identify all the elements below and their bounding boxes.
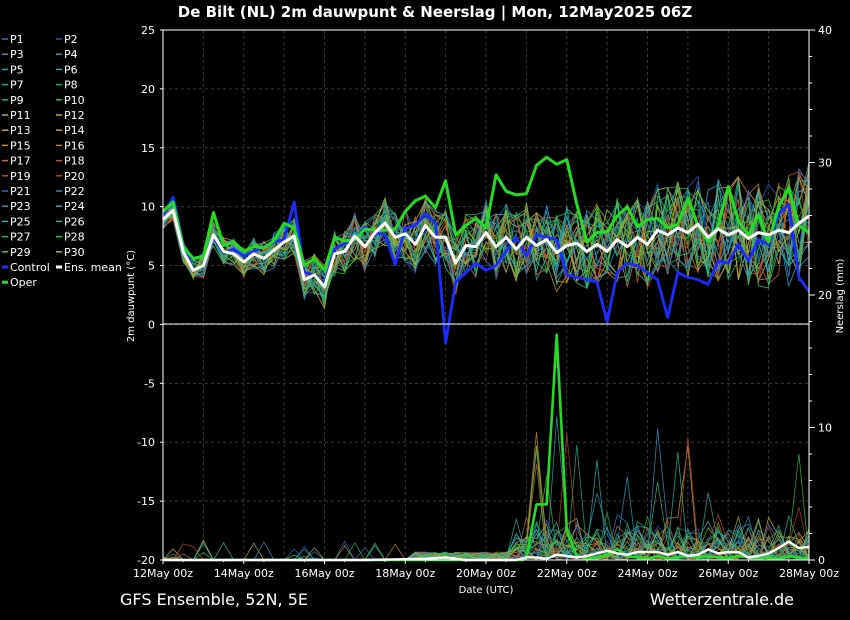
x-tick-label: 20May 00z [456, 567, 516, 580]
y-left-tick-label: 10 [141, 201, 155, 214]
legend-label: P14 [64, 124, 85, 137]
plot-area [161, 29, 811, 562]
legend-label: P4 [64, 48, 78, 61]
x-tick-label: 14May 00z [214, 567, 274, 580]
y-right-tick-label: 20 [818, 289, 832, 302]
y-left-tick-label: 0 [148, 318, 155, 331]
footer-brand: Wetterzentrale.de [650, 590, 794, 609]
y-right-tick-label: 0 [818, 554, 825, 567]
legend-label: P26 [64, 215, 85, 228]
legend-label: P8 [64, 79, 78, 92]
legend-label: P29 [10, 246, 31, 259]
y-left-tick-label: 5 [148, 260, 155, 273]
y-axis-right-ticks: 40 30 20 10 0 [809, 24, 832, 567]
y-axis-right-label: Neerslag (mm) [835, 258, 846, 333]
member-line-P28 [162, 176, 810, 296]
y-right-tick-label: 40 [818, 24, 832, 37]
y-left-tick-label: -20 [137, 554, 155, 567]
legend-label: P16 [64, 139, 85, 152]
legend-label: P5 [10, 63, 24, 76]
legend-label: P2 [64, 33, 78, 46]
legend: P1 P2 P3 P4 P5 P6 P7 P8 P9 P10 P11 P12 P13 P14 P15 P16 P… [2, 33, 122, 289]
legend-label: P18 [64, 155, 85, 168]
x-axis-label: Date (UTC) [459, 585, 514, 596]
member-line-P11 [162, 171, 810, 300]
main-series-lines [161, 155, 811, 562]
legend-label: Control [10, 261, 50, 274]
legend-label: P11 [10, 109, 31, 122]
y-left-tick-label: 15 [141, 142, 155, 155]
x-axis-ticks: 12May 00z 14May 00z 16May 00z 18May 00z 20Ma… [133, 560, 839, 580]
legend-label: P20 [64, 170, 85, 183]
x-tick-label: 28May 00z [779, 567, 839, 580]
y-right-tick-label: 10 [818, 422, 832, 435]
ens-mean-dewpoint-line [161, 208, 810, 289]
legend-label: P12 [64, 109, 85, 122]
y-left-tick-label: -5 [144, 377, 155, 390]
legend-label: P7 [10, 79, 24, 92]
member-line-P20 [162, 171, 810, 288]
legend-label: P30 [64, 246, 85, 259]
legend-label: P17 [10, 155, 31, 168]
legend-label: P24 [64, 200, 85, 213]
x-tick-label: 24May 00z [617, 567, 677, 580]
y-right-tick-label: 30 [818, 157, 832, 170]
legend-label: P13 [10, 124, 31, 137]
x-tick-label: 22May 00z [537, 567, 597, 580]
legend-label: P22 [64, 185, 85, 198]
footer-source: GFS Ensemble, 52N, 5E [120, 590, 308, 609]
legend-label: P1 [10, 33, 24, 46]
legend-label: P10 [64, 94, 85, 107]
member-line-P26 [162, 188, 810, 286]
legend-label: P25 [10, 215, 31, 228]
legend-label: Ens. mean [64, 261, 122, 274]
member-line-P22 [162, 190, 810, 283]
legend-label: P28 [64, 231, 85, 244]
x-tick-label: 16May 00z [294, 567, 354, 580]
oper-precip-line [163, 333, 810, 562]
legend-label: Oper [10, 276, 37, 289]
chart-title: De Bilt (NL) 2m dauwpunt & Neerslag | Mo… [178, 3, 693, 22]
legend-label: P23 [10, 200, 31, 213]
legend-label: P3 [10, 48, 24, 61]
member-line-P30 [162, 175, 810, 283]
y-left-tick-label: 20 [141, 83, 155, 96]
legend-label: P21 [10, 185, 31, 198]
legend-label: P15 [10, 139, 31, 152]
x-tick-label: 18May 00z [375, 567, 435, 580]
legend-label: P19 [10, 170, 31, 183]
y-left-tick-label: -15 [137, 495, 155, 508]
y-left-tick-label: 25 [141, 24, 155, 37]
legend-label: P27 [10, 231, 31, 244]
legend-label: P6 [64, 63, 78, 76]
x-tick-label: 12May 00z [133, 567, 193, 580]
legend-label: P9 [10, 94, 24, 107]
x-tick-label: 26May 00z [698, 567, 758, 580]
y-axis-left-label: 2m dauwpunt (°C) [126, 250, 137, 342]
y-axis-left-ticks: 25 20 15 10 5 0 -5 -10 -15 -20 [137, 24, 163, 567]
y-left-tick-label: -10 [137, 436, 155, 449]
